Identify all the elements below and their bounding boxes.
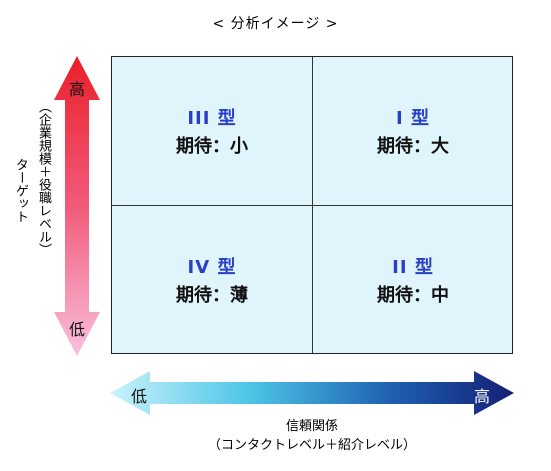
quadrant-type-label: I 型 [396,108,430,129]
vertical-axis-title: （企業規模＋役職レベル） ターゲット [4,100,52,300]
vertical-axis-arrow [54,56,100,356]
vertical-axis-low-label: 低 [69,320,86,339]
horizontal-divider [112,205,512,206]
quadrant-type-label: IV 型 [187,257,237,278]
diagram-title: < 分析イメージ > [212,16,339,32]
quadrant-expectation-label: 期待：大 [377,136,449,157]
quadrant-top-right: I 型 期待：大 [313,57,513,205]
quadrant-matrix: III 型 期待：小 I 型 期待：大 IV 型 期待：薄 II 型 期待：中 [111,56,513,354]
horizontal-axis-sublabel: （コンタクトレベル＋紹介レベル） [207,438,416,453]
quadrant-bottom-right: II 型 期待：中 [313,206,513,354]
quadrant-expectation-label: 期待：薄 [176,285,248,306]
quadrant-expectation-label: 期待：小 [176,136,248,157]
quadrant-bottom-left: IV 型 期待：薄 [112,206,312,354]
vertical-axis-sublabel: （企業規模＋役職レベル） [36,100,51,256]
horizontal-axis-high-label: 高 [474,387,491,406]
horizontal-axis-title: 信頼関係 （コンタクトレベル＋紹介レベル） [111,417,513,455]
quadrant-expectation-label: 期待：中 [377,285,449,306]
quadrant-top-left: III 型 期待：小 [112,57,312,205]
horizontal-axis-arrow [110,371,514,415]
quadrant-type-label: II 型 [392,257,434,278]
horizontal-axis-label: 信頼関係 [285,419,338,434]
vertical-axis-label: ターゲット [13,158,28,223]
vertical-axis-high-label: 高 [69,80,86,99]
quadrant-type-label: III 型 [187,108,237,129]
horizontal-axis-low-label: 低 [131,387,148,406]
